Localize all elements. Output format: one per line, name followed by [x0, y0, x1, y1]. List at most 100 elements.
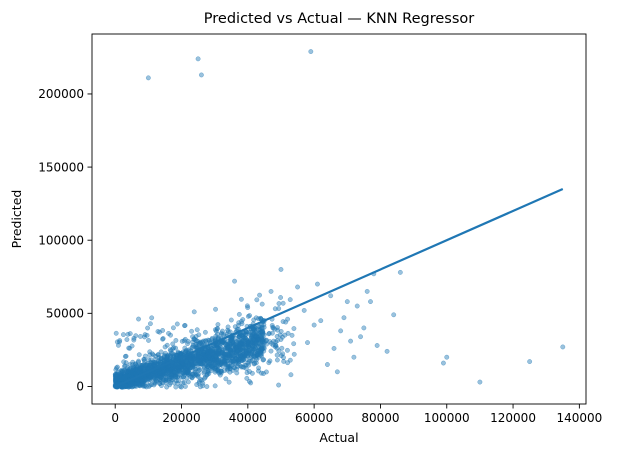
data-point	[164, 342, 170, 348]
data-point	[151, 373, 157, 379]
data-point	[136, 316, 141, 322]
data-point	[170, 325, 176, 331]
x-axis: 0 20000 40000 60000 80000 100000 120000 140000	[111, 404, 602, 425]
data-point	[151, 382, 157, 388]
data-point	[170, 351, 176, 356]
data-point	[113, 330, 119, 336]
data-point	[289, 332, 295, 338]
data-point	[234, 370, 240, 376]
data-point	[131, 335, 137, 341]
data-point	[189, 345, 195, 351]
data-point	[195, 56, 201, 62]
line-layer	[114, 188, 564, 388]
data-point	[338, 328, 344, 334]
data-point	[244, 375, 250, 381]
data-point	[240, 317, 246, 323]
data-point	[115, 369, 121, 375]
data-point	[278, 295, 284, 300]
data-point	[245, 305, 251, 311]
data-point	[223, 376, 229, 382]
data-point	[164, 366, 170, 372]
data-point	[391, 312, 397, 318]
data-point	[206, 371, 212, 376]
data-point	[126, 345, 132, 351]
x-tick-label: 20000	[162, 411, 200, 425]
data-point	[305, 340, 310, 346]
data-point	[222, 345, 228, 351]
data-point	[147, 363, 153, 369]
data-point	[137, 333, 143, 339]
data-point	[179, 338, 185, 344]
data-point	[334, 369, 340, 375]
data-point	[251, 317, 257, 323]
data-point	[212, 383, 218, 389]
data-point	[239, 348, 245, 354]
data-point	[112, 376, 118, 382]
data-point	[280, 351, 286, 357]
data-point	[145, 325, 151, 331]
data-point	[344, 299, 350, 305]
data-point	[235, 361, 241, 367]
data-point	[198, 72, 204, 78]
data-point	[224, 355, 230, 361]
data-point	[239, 355, 245, 360]
data-point	[269, 322, 275, 328]
data-point	[236, 311, 242, 317]
data-point	[162, 350, 168, 356]
data-point	[124, 337, 130, 342]
data-point	[246, 362, 252, 368]
y-tick-label: 100000	[38, 233, 84, 247]
x-tick-label: 40000	[229, 411, 267, 425]
data-point	[263, 338, 269, 344]
data-point	[278, 267, 284, 272]
data-point	[311, 322, 317, 328]
data-point	[160, 336, 166, 342]
data-point	[291, 341, 297, 347]
data-point	[122, 353, 128, 359]
data-point	[180, 360, 185, 366]
data-point	[276, 382, 282, 388]
data-point	[117, 338, 123, 343]
data-point	[143, 362, 149, 368]
data-point	[224, 358, 230, 364]
data-point	[242, 362, 248, 368]
data-point	[173, 337, 179, 343]
data-point	[132, 361, 138, 367]
data-point	[318, 318, 324, 324]
data-point	[149, 315, 155, 321]
data-point	[248, 380, 254, 386]
data-point	[208, 356, 213, 362]
data-point	[147, 321, 153, 327]
identity-line	[114, 188, 564, 388]
data-point	[354, 303, 360, 309]
data-point	[274, 325, 280, 330]
data-point	[288, 372, 294, 378]
data-point	[268, 288, 274, 294]
data-point	[440, 360, 446, 366]
x-tick-label: 0	[111, 411, 119, 425]
data-point	[215, 368, 221, 374]
data-point	[560, 344, 566, 350]
x-tick-label: 140000	[556, 411, 602, 425]
data-point	[200, 383, 206, 389]
data-point	[133, 333, 139, 339]
y-tick-label: 50000	[46, 307, 84, 321]
data-point	[142, 376, 148, 382]
data-point	[224, 363, 230, 369]
data-point	[174, 321, 180, 327]
data-point	[217, 361, 223, 367]
data-point	[244, 303, 250, 309]
data-point	[280, 300, 286, 306]
data-point	[146, 337, 151, 343]
data-point	[358, 334, 363, 340]
data-point	[134, 381, 140, 387]
data-point	[477, 379, 483, 385]
data-point	[234, 348, 240, 353]
data-point	[185, 369, 191, 375]
data-point	[220, 354, 226, 359]
data-point	[231, 358, 237, 364]
data-point	[341, 315, 347, 321]
data-point	[281, 355, 286, 360]
